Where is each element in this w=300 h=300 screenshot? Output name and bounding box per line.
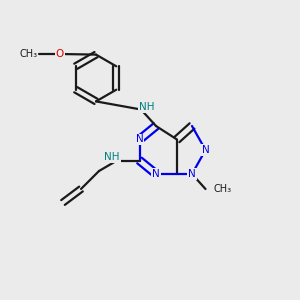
Text: N: N	[188, 169, 196, 179]
Text: N: N	[136, 134, 143, 145]
Text: NH: NH	[139, 102, 154, 112]
Text: N: N	[202, 145, 209, 155]
Text: NH: NH	[104, 152, 120, 163]
Text: N: N	[152, 169, 160, 179]
Text: O: O	[56, 49, 64, 59]
Text: CH₃: CH₃	[214, 184, 232, 194]
Text: CH₃: CH₃	[20, 49, 38, 59]
